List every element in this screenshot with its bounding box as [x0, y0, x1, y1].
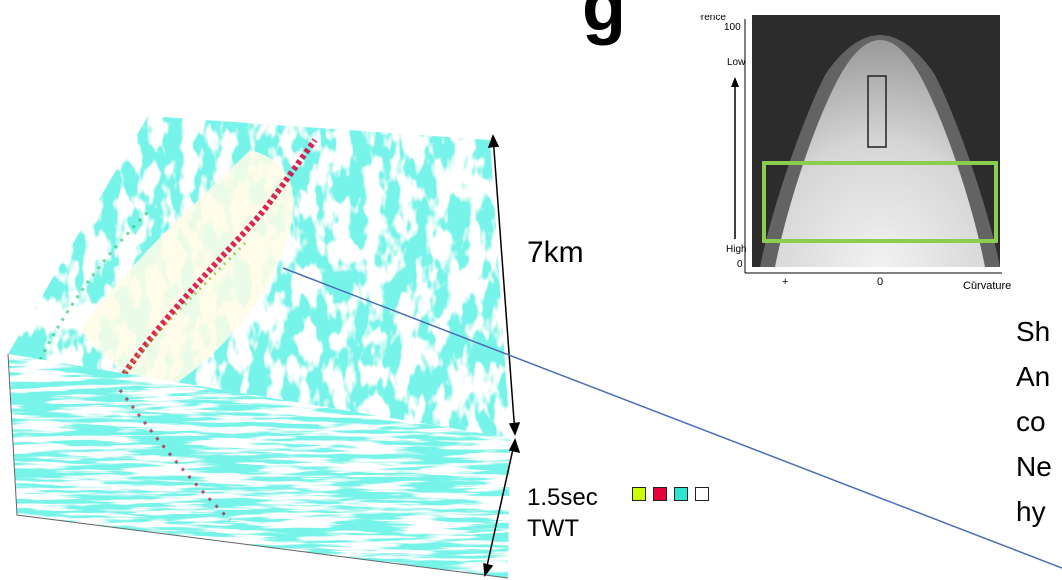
- cube-edge: [7, 353, 509, 579]
- legend-swatch: [653, 487, 667, 501]
- target-box: [867, 75, 887, 148]
- legend-swatch: [695, 487, 709, 501]
- horizontal-scale-label: 7km: [527, 236, 584, 269]
- dimension-arrow-horizontal: [487, 134, 521, 436]
- dimension-arrow-vertical: [483, 438, 521, 577]
- time-scale-unit: TWT: [527, 515, 579, 542]
- x-axis-title: Curvature: [963, 280, 1011, 292]
- time-scale-value: 1.5sec: [527, 484, 598, 511]
- legend-swatch: [674, 487, 688, 501]
- y-axis-title: Coherence: [700, 15, 726, 23]
- side-text-line: An: [1016, 361, 1051, 392]
- time-scale-label: 1.5sec TWT: [527, 482, 598, 544]
- side-text-line: hy: [1016, 496, 1046, 527]
- legend-swatch: [632, 487, 646, 501]
- y-axis-max: 100: [724, 22, 741, 33]
- x-axis-minus: -: [972, 276, 976, 288]
- cross-plot: Coherence 100 Low High 0 + 0 - Curvature: [700, 15, 1011, 292]
- density-region: [775, 40, 985, 267]
- side-text-line: Sh: [1016, 316, 1051, 347]
- x-axis-zero: 0: [877, 276, 883, 288]
- low-arrow: [731, 77, 739, 239]
- side-text-line: co: [1016, 406, 1046, 437]
- y-axis-low: Low: [727, 57, 746, 68]
- pointer-line: [282, 267, 1062, 569]
- y-axis-min: 0: [737, 259, 743, 270]
- highlight-box: [762, 161, 998, 243]
- x-axis-plus: +: [782, 276, 788, 288]
- side-text-line: Ne: [1016, 451, 1052, 482]
- y-axis-high: High: [726, 244, 747, 255]
- slide-title-fragment: g: [582, 0, 626, 46]
